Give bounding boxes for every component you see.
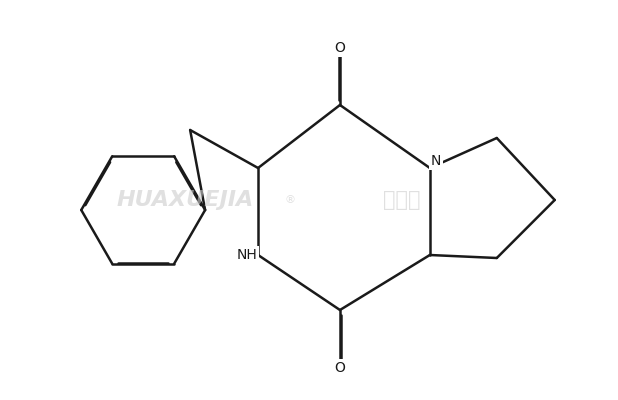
Text: NH: NH bbox=[237, 248, 257, 262]
Text: N: N bbox=[431, 154, 441, 168]
Text: 化学加: 化学加 bbox=[383, 190, 420, 210]
Text: ®: ® bbox=[285, 195, 296, 205]
Text: O: O bbox=[334, 361, 345, 375]
Text: HUAXUEJIA: HUAXUEJIA bbox=[117, 190, 254, 210]
Text: O: O bbox=[334, 41, 345, 55]
